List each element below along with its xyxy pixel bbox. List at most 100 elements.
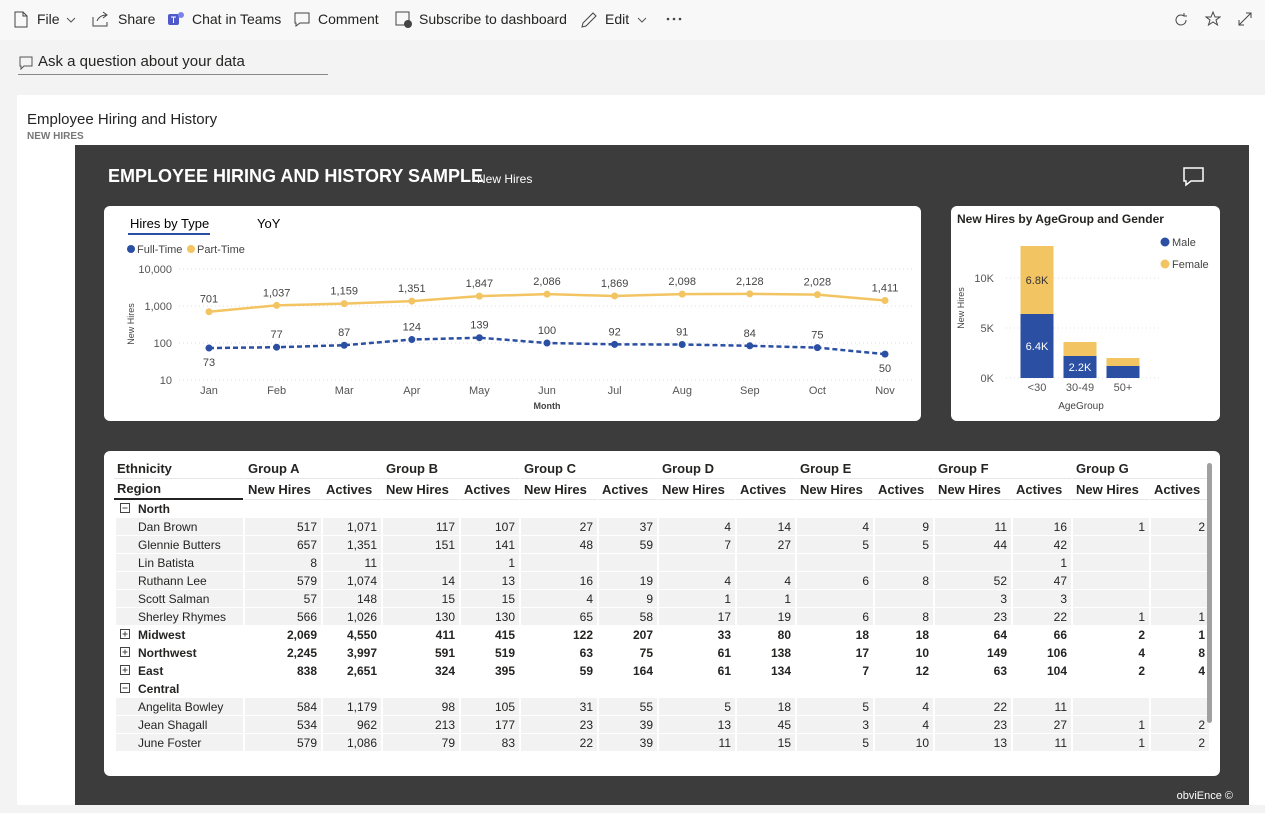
file-menu[interactable]: File: [37, 11, 60, 27]
comment-button[interactable]: Comment: [318, 11, 379, 27]
cell-value: 1: [1138, 735, 1145, 750]
row-label: Ruthann Lee: [138, 573, 207, 588]
cell-value: 8: [922, 573, 929, 588]
cell-value: 164: [632, 663, 653, 678]
region-row: Midwest 2,069 4,550 411 415 122 207 33 80 18 18 64 6…: [114, 626, 1209, 644]
cell-value: 207: [632, 627, 653, 642]
subscribe-button[interactable]: Subscribe to dashboard: [419, 11, 567, 27]
cell-value: 122: [572, 627, 593, 642]
cell-value: 61: [717, 663, 731, 678]
cell-value: 106: [1046, 645, 1067, 660]
cell-value: 61: [717, 645, 731, 660]
expand-toggle[interactable]: [120, 628, 131, 640]
row-label: Angelita Bowley: [138, 699, 224, 714]
bar-segment: [1020, 314, 1054, 378]
data-label: 73: [203, 357, 215, 369]
bar-chart: New Hires by AgeGroup and Gender 0K 5K 10K <…: [956, 212, 1209, 412]
value-cell: [735, 680, 795, 698]
value-cell: [873, 554, 933, 572]
value-cell: 39: [597, 734, 657, 752]
x-tick-label: Jul: [608, 385, 622, 397]
cell-value: 2,245: [286, 645, 317, 660]
y-tick-label: 5K: [981, 323, 995, 335]
row-label: Dan Brown: [138, 519, 198, 534]
value-cell: 962: [321, 716, 381, 734]
region-row: Northwest 2,245 3,997 591 519 63 75 61 138 17 10 14…: [114, 644, 1209, 662]
value-cell: 838: [243, 662, 321, 680]
cell-value: 4: [922, 699, 929, 714]
value-cell: [243, 680, 321, 698]
value-cell: [459, 500, 519, 518]
value-cell: [1071, 680, 1149, 698]
qna-box[interactable]: Ask a question about your data: [18, 52, 328, 75]
x-axis-label: AgeGroup: [1058, 401, 1104, 412]
measure-header: Actives: [321, 479, 381, 500]
cell-value: 23: [993, 609, 1007, 624]
value-cell: [657, 554, 735, 572]
value-cell: 138: [735, 644, 795, 662]
fullscreen-button[interactable]: [1237, 11, 1253, 27]
cell-value: 17: [855, 645, 869, 660]
value-cell: 44: [933, 536, 1011, 554]
person-row: Scott Salman 57 148 15 15 4 9 1 1 3 3: [114, 590, 1209, 608]
value-cell: [1071, 536, 1149, 554]
cell-value: 11: [364, 555, 377, 570]
cell-value: 2: [1198, 717, 1205, 732]
value-cell: 61: [657, 662, 735, 680]
value-cell: 39: [597, 716, 657, 734]
comment-icon: [294, 12, 310, 27]
value-cell: 11: [657, 734, 735, 752]
refresh-button[interactable]: [1173, 12, 1189, 28]
value-cell: [795, 590, 873, 608]
edit-menu[interactable]: Edit: [605, 11, 630, 27]
data-point: [340, 300, 348, 308]
value-cell: 2: [1149, 734, 1209, 752]
teams-button[interactable]: Chat in Teams: [192, 11, 282, 27]
scrollbar[interactable]: [1207, 463, 1212, 723]
expand-toggle[interactable]: [120, 682, 131, 694]
cell-value: 1,074: [346, 573, 377, 588]
cell-value: 1: [1060, 555, 1067, 570]
value-cell: 65: [519, 608, 597, 626]
value-cell: 37: [597, 518, 657, 536]
row-label: Midwest: [138, 627, 186, 642]
cell-value: 534: [296, 717, 317, 732]
value-cell: 534: [243, 716, 321, 734]
value-cell: 1: [1071, 608, 1149, 626]
expand-toggle[interactable]: [120, 502, 131, 514]
cell-value: 33: [717, 627, 731, 642]
favorite-button[interactable]: [1205, 11, 1221, 27]
cell-value: 4,550: [346, 627, 377, 642]
value-cell: 4: [657, 572, 735, 590]
comment-icon[interactable]: [1183, 167, 1205, 187]
value-cell: 22: [519, 734, 597, 752]
tile-title: Employee Hiring and History: [27, 111, 218, 128]
expand-toggle[interactable]: [120, 664, 131, 676]
cell-value: 16: [1053, 519, 1067, 534]
value-cell: [1149, 554, 1209, 572]
tab[interactable]: YoY: [257, 216, 281, 231]
cell-value: 11: [1054, 699, 1067, 714]
row-label: Northwest: [138, 645, 197, 660]
value-cell: [795, 500, 873, 518]
cell-value: 27: [1053, 717, 1067, 732]
cell-value: 59: [639, 537, 653, 552]
expand-toggle[interactable]: [120, 646, 131, 658]
value-cell: [321, 680, 381, 698]
value-cell: 395: [459, 662, 519, 680]
cell-value: 15: [501, 591, 515, 606]
value-cell: 324: [381, 662, 459, 680]
row-dimension[interactable]: Region: [114, 479, 243, 500]
more-button[interactable]: [666, 17, 684, 22]
cell-value: 98: [441, 699, 455, 714]
chart-title: New Hires by AgeGroup and Gender: [957, 212, 1164, 226]
value-cell: 59: [597, 536, 657, 554]
share-button[interactable]: Share: [118, 11, 156, 27]
x-axis-label: Month: [534, 401, 561, 411]
value-cell: 48: [519, 536, 597, 554]
cell-value: 130: [494, 609, 515, 624]
matrix-card: Ethnicity Group A Group B Group C Group D Gro…: [104, 451, 1220, 776]
toolbar: File Share Chat in Teams Comment Subscri…: [0, 0, 1265, 40]
legend-label: Female: [1172, 259, 1209, 271]
tab[interactable]: Hires by Type: [130, 216, 209, 231]
